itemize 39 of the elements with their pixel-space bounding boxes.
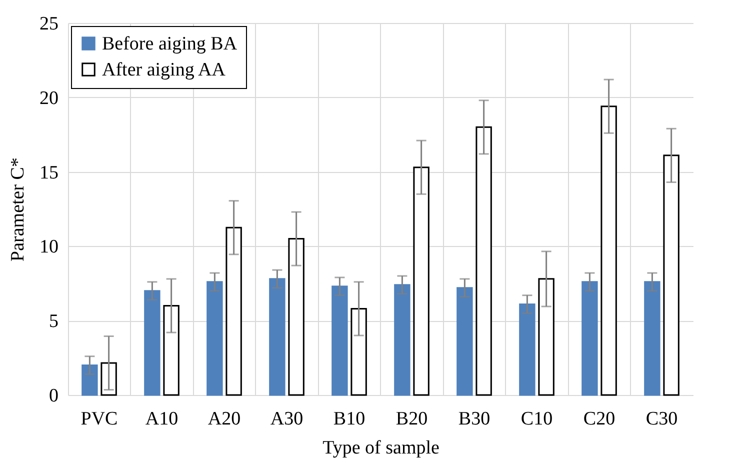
x-tick-label: B10 [333, 408, 366, 430]
x-tick-label: C30 [646, 408, 678, 430]
bar [82, 364, 98, 396]
y-tick-label: 25 [40, 14, 58, 34]
bar [456, 287, 473, 396]
bar [288, 238, 304, 396]
bar [600, 106, 617, 396]
x-tick-label: B20 [396, 408, 428, 430]
x-tick-label: C10 [520, 408, 553, 430]
y-tick-label: 0 [49, 386, 58, 406]
bar [413, 166, 430, 396]
bar [519, 303, 536, 396]
x-tick-label: C20 [583, 408, 616, 430]
legend-label: After aiging AA [102, 60, 226, 80]
legend-label: Before aiging BA [102, 34, 238, 54]
bar [226, 226, 242, 396]
bar [582, 281, 598, 396]
x-tick-label: B30 [458, 408, 490, 430]
bar [538, 278, 554, 396]
x-tick-label: A30 [270, 408, 304, 430]
y-tick-label: 15 [40, 162, 58, 184]
bar [163, 304, 180, 396]
y-tick-label: 5 [49, 311, 58, 332]
y-tick-label: 10 [40, 236, 58, 258]
bar [269, 278, 286, 396]
bar [350, 308, 367, 396]
bar [206, 281, 223, 396]
x-tick-label: PVC [80, 408, 118, 430]
x-tick-label: A20 [208, 408, 241, 430]
bar [476, 126, 492, 396]
bar [394, 284, 410, 396]
y-tick-label: 20 [40, 88, 58, 109]
x-tick-label: A10 [145, 408, 178, 430]
x-axis-title: Type of sample [322, 438, 440, 458]
bar [644, 281, 660, 396]
bar [332, 286, 348, 396]
bar [144, 290, 160, 396]
bar [663, 154, 680, 396]
y-axis-title: Parameter C* [8, 158, 28, 262]
